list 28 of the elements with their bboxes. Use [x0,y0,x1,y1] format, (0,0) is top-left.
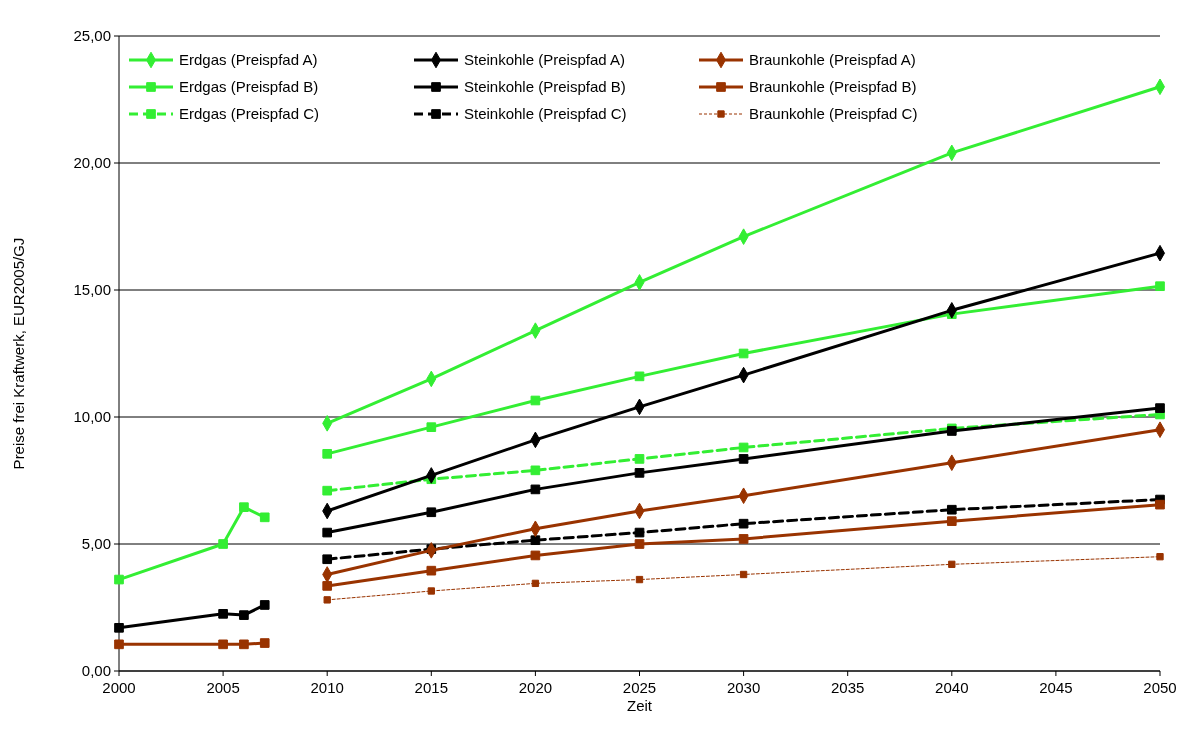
legend-label: Erdgas (Preispfad C) [179,105,320,123]
x-tick-label: 2000 [102,679,136,696]
y-tick-label: 5,00 [81,535,111,553]
x-tick-label: 2015 [414,679,448,696]
x-tick-label: 2010 [310,679,344,696]
y-tick-label: 15,00 [73,281,111,299]
legend-label: Erdgas (Preispfad B) [179,78,319,96]
x-tick-label: 2025 [622,679,657,696]
x-axis-title: Zeit [626,697,653,714]
x-tick-label: 2020 [518,679,553,696]
legend-label: Erdgas (Preispfad A) [179,51,318,69]
x-tick-label: 2005 [206,679,240,696]
y-tick-label: 20,00 [73,154,111,172]
x-tick-label: 2045 [1039,679,1073,696]
legend-label: Braunkohle (Preispfad C) [749,105,918,123]
y-tick-label: 10,00 [73,408,111,426]
y-tick-label: 0,00 [81,662,111,680]
x-tick-label: 2035 [831,679,865,696]
y-axis-title: Preise frei Kraftwerk, EUR2005/GJ [10,237,27,470]
legend-label: Braunkohle (Preispfad B) [749,78,917,96]
y-tick-label: 25,00 [73,27,111,45]
x-tick-label: 2050 [1143,679,1177,696]
legend-label: Braunkohle (Preispfad A) [749,51,916,69]
legend-label: Steinkohle (Preispfad B) [464,78,626,96]
x-tick-label: 2030 [726,679,761,696]
legend-label: Steinkohle (Preispfad A) [464,51,625,69]
legend-label: Steinkohle (Preispfad C) [464,105,627,123]
x-tick-label: 2040 [935,679,969,696]
